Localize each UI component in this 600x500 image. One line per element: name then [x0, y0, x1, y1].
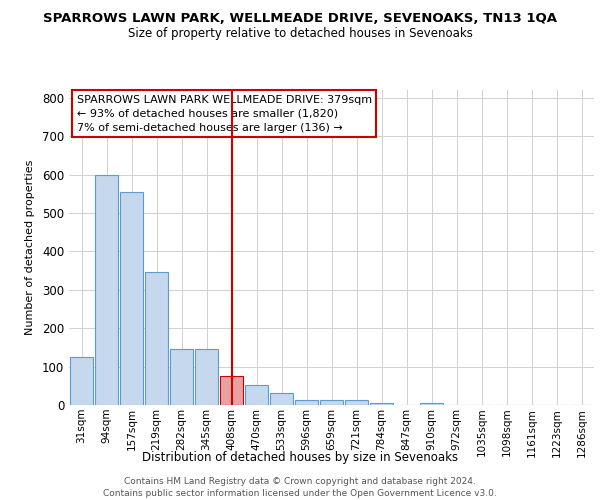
Text: SPARROWS LAWN PARK, WELLMEADE DRIVE, SEVENOAKS, TN13 1QA: SPARROWS LAWN PARK, WELLMEADE DRIVE, SEV… — [43, 12, 557, 26]
Bar — [295, 400, 318, 405]
Text: Size of property relative to detached houses in Sevenoaks: Size of property relative to detached ho… — [128, 28, 472, 40]
Bar — [195, 348, 218, 405]
Bar — [170, 348, 193, 405]
Text: SPARROWS LAWN PARK WELLMEADE DRIVE: 379sqm
← 93% of detached houses are smaller : SPARROWS LAWN PARK WELLMEADE DRIVE: 379s… — [77, 94, 372, 132]
Bar — [245, 385, 268, 405]
Text: Contains public sector information licensed under the Open Government Licence v3: Contains public sector information licen… — [103, 490, 497, 498]
Bar — [220, 376, 243, 405]
Bar — [370, 402, 393, 405]
Bar — [120, 192, 143, 405]
Bar — [345, 400, 368, 405]
Bar — [95, 174, 118, 405]
Bar — [270, 394, 293, 405]
Bar — [320, 400, 343, 405]
Y-axis label: Number of detached properties: Number of detached properties — [25, 160, 35, 335]
Bar — [420, 402, 443, 405]
Bar — [145, 272, 168, 405]
Text: Contains HM Land Registry data © Crown copyright and database right 2024.: Contains HM Land Registry data © Crown c… — [124, 476, 476, 486]
Bar — [70, 357, 93, 405]
Text: Distribution of detached houses by size in Sevenoaks: Distribution of detached houses by size … — [142, 451, 458, 464]
